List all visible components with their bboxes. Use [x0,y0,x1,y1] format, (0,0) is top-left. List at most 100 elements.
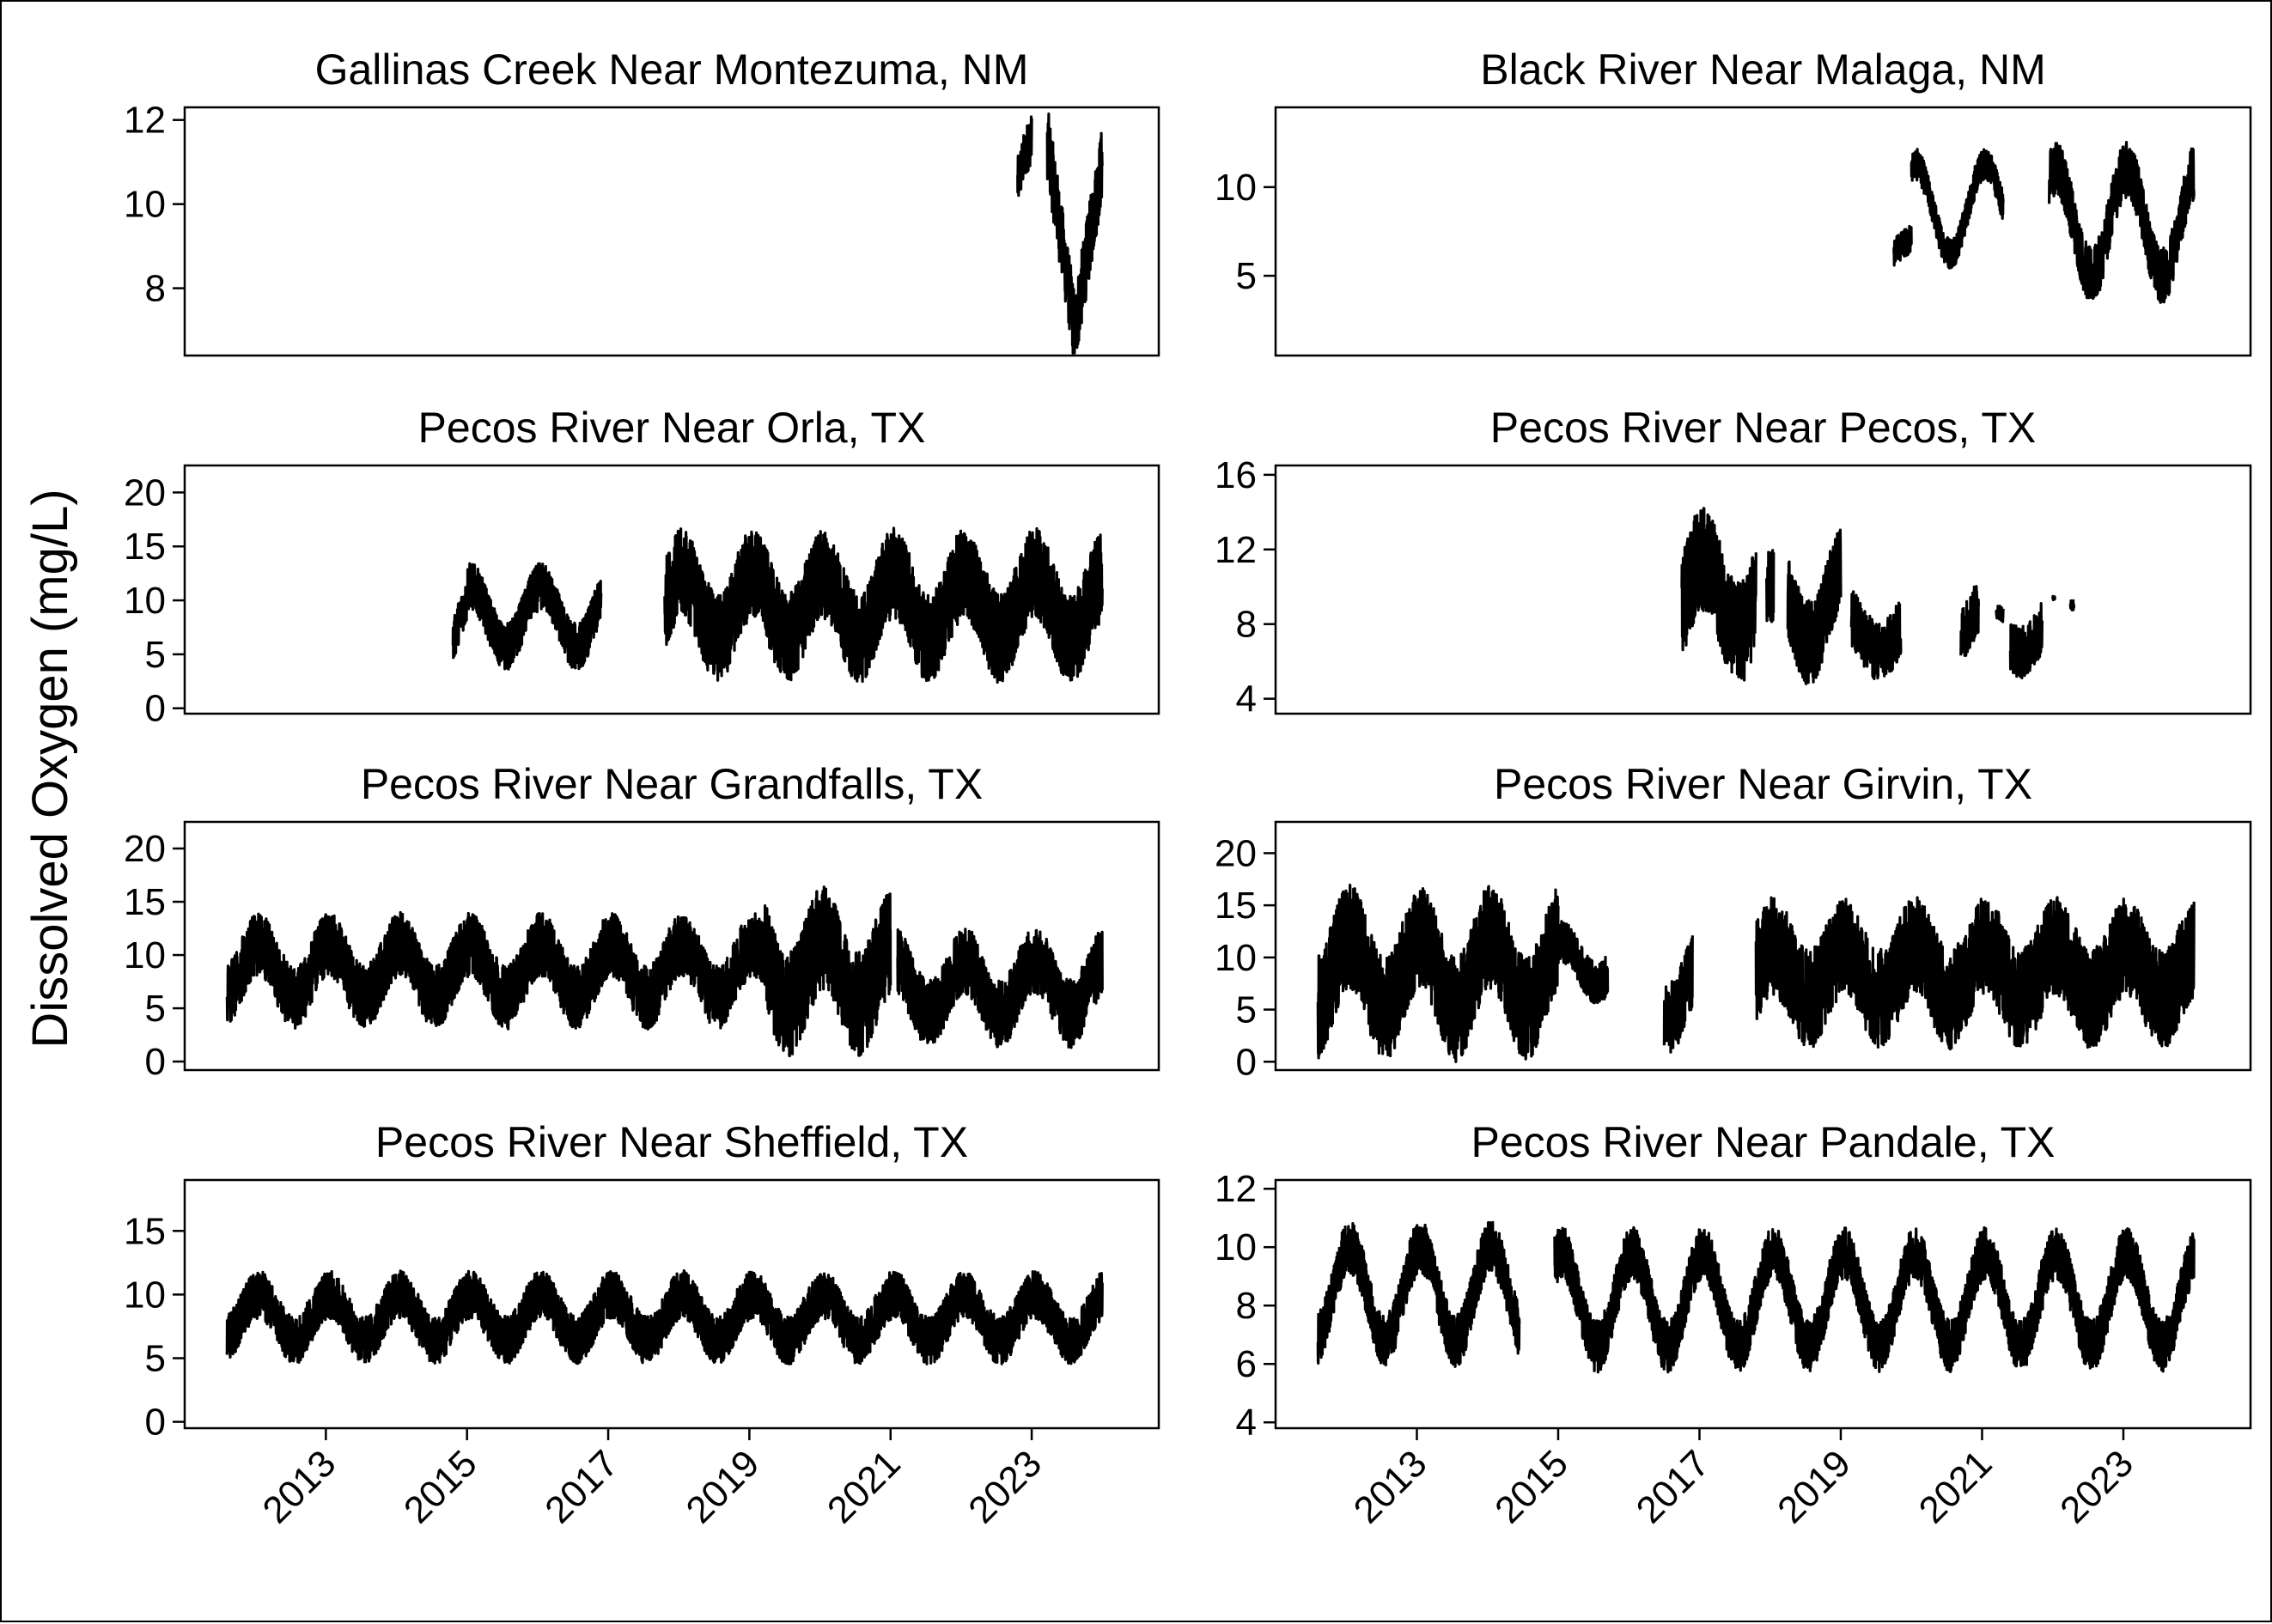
series-line [2048,141,2196,304]
y-tick-label: 5 [145,988,166,1030]
plot-frame [183,464,1160,715]
x-tick-label: 2013 [255,1442,344,1531]
y-tick-label: 10 [124,580,166,622]
x-tick-label: 2019 [1769,1442,1859,1531]
plot-frame [183,1178,1160,1430]
series-line [1662,935,1694,1054]
panel-pecos-river-near-girvin-tx: Pecos River Near Girvin, TX 0 5 10 15 20 [1215,760,2252,1083]
panel-title: Pecos River Near Girvin, TX [1494,760,2032,808]
y-tick-label: 10 [1215,1226,1257,1268]
series-line [451,586,469,660]
series-line [1316,1220,1521,1368]
y-tick-label: 10 [1215,167,1257,209]
x-tick-label: 2023 [960,1442,1050,1531]
y-tick-label: 0 [145,1402,166,1444]
series-line [1959,585,1980,657]
y-tick-label: 20 [1215,832,1257,874]
y-tick-label: 15 [124,881,166,923]
x-tick-label: 2017 [537,1442,626,1531]
x-tick-label: 2021 [1911,1442,2001,1531]
series-line [2068,599,2075,611]
panel-title: Black River Near Malaga, NM [1480,46,2046,94]
series-line [896,928,1104,1049]
y-tick-label: 16 [1215,454,1257,496]
plot-frame [1274,464,2252,715]
panel-pecos-river-near-orla-tx: Pecos River Near Orla, TX 0 5 10 15 20 [124,404,1160,730]
plot-frame [1274,1178,2252,1430]
y-tick-label: 0 [1236,1041,1257,1083]
panel-title: Pecos River Near Pandale, TX [1471,1118,2056,1166]
series-line [1910,148,2005,270]
series-line [762,885,892,1058]
panels: Gallinas Creek Near Montezuma, NM 8 10 12 Bl… [124,46,2252,1531]
y-tick-label: 6 [1236,1343,1257,1385]
plot-frame [1274,820,2252,1072]
y-tick-label: 8 [1236,1285,1257,1327]
panel-gallinas-creek-near-montezuma-nm: Gallinas Creek Near Montezuma, NM 8 10 12 [124,46,1160,357]
panel-title: Pecos River Near Grandfalls, TX [361,760,983,808]
panel-black-river-near-malaga-nm: Black River Near Malaga, NM 5 10 [1215,46,2252,357]
series-line [1892,224,1913,267]
series-line [1316,883,1560,1063]
panel-pecos-river-near-pecos-tx: Pecos River Near Pecos, TX 4 8 12 16 [1215,404,2252,721]
y-tick-label: 10 [124,934,166,976]
series-line [1680,507,1757,682]
y-axis-label: Dissolved Oxygen (mg/L) [22,489,78,1048]
y-tick-label: 20 [124,828,166,870]
panel-title: Pecos River Near Pecos, TX [1490,404,2036,452]
series-line [225,1269,1104,1365]
panel-pecos-river-near-sheffield-tx: Pecos River Near Sheffield, TX 0 5 10 15 2013… [124,1118,1160,1531]
y-tick-label: 10 [124,1274,166,1316]
y-tick-label: 0 [145,1041,166,1083]
series-line [2008,602,2044,679]
panel-title: Pecos River Near Orla, TX [418,404,926,452]
series-line [1045,113,1104,355]
y-tick-label: 5 [1236,255,1257,297]
y-tick-label: 8 [145,268,166,310]
series-line [663,526,1104,684]
y-tick-label: 12 [124,100,166,142]
y-tick-label: 12 [1215,529,1257,571]
x-tick-label: 2023 [2052,1442,2141,1531]
y-tick-label: 5 [145,634,166,676]
panel-pecos-river-near-pandale-tx: Pecos River Near Pandale, TX 4 6 8 10 12 2013 2… [1215,1118,2252,1531]
series-line [1765,549,1776,623]
y-tick-label: 5 [1236,989,1257,1031]
x-tick-label: 2013 [1346,1442,1435,1531]
plot-frame [1274,106,2252,357]
plot-frame [183,820,1160,1072]
series-line [1553,1226,2196,1374]
y-tick-label: 0 [145,688,166,730]
series-line [1786,528,1843,685]
panel-title: Gallinas Creek Near Montezuma, NM [315,46,1029,94]
y-tick-label: 15 [124,1210,166,1252]
y-tick-label: 5 [145,1337,166,1379]
y-tick-label: 4 [1236,1402,1257,1444]
y-tick-label: 12 [1215,1168,1257,1210]
plot-frame [183,106,1160,357]
x-tick-label: 2017 [1629,1442,1718,1531]
series-line [1556,920,1610,1005]
series-line [466,562,603,671]
series-line [225,910,765,1031]
y-tick-label: 8 [1236,604,1257,646]
series-line [2051,594,2056,602]
y-tick-label: 10 [1215,937,1257,979]
panel-pecos-river-near-grandfalls-tx: Pecos River Near Grandfalls, TX 0 5 10 15 20 [124,760,1160,1083]
y-tick-label: 15 [124,526,166,568]
y-tick-label: 20 [124,471,166,514]
x-tick-label: 2019 [679,1442,768,1531]
panel-title: Pecos River Near Sheffield, TX [375,1118,968,1166]
series-line [1995,605,2005,623]
y-tick-label: 4 [1236,678,1257,721]
x-tick-label: 2021 [819,1442,909,1531]
y-tick-label: 15 [1215,885,1257,927]
series-line [1754,896,2196,1051]
series-line [1849,590,1903,680]
y-tick-label: 10 [124,184,166,226]
x-tick-label: 2015 [1487,1442,1576,1531]
series-line [1016,115,1033,198]
x-tick-label: 2015 [396,1442,485,1531]
